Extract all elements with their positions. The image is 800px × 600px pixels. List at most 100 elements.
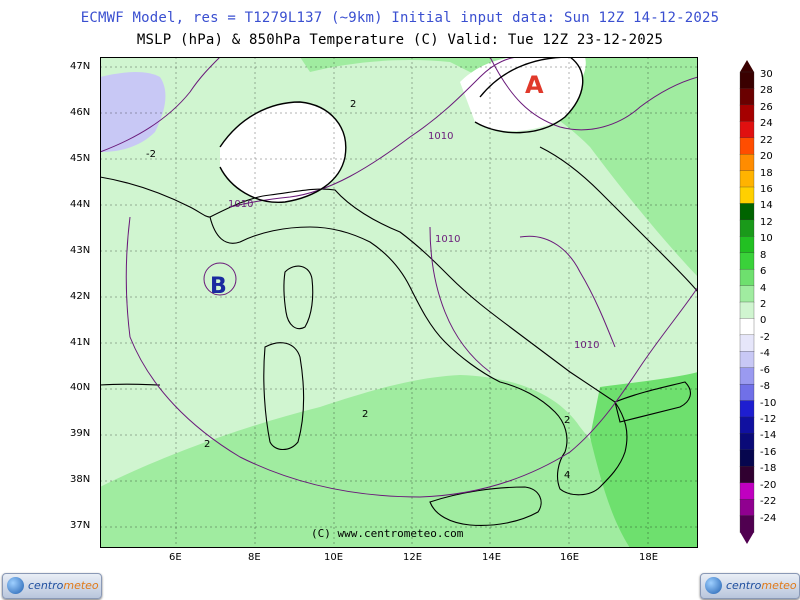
colorbar-label: -8	[760, 381, 770, 393]
logo-text: centrometeo	[726, 579, 797, 592]
colorbar-swatch	[739, 252, 755, 270]
temperature-colorbar	[739, 60, 755, 544]
low-pressure-label: B	[210, 274, 227, 299]
lat-label: 47N	[70, 61, 91, 72]
lon-label: 6E	[169, 552, 182, 563]
colorbar-swatch	[739, 71, 755, 90]
lon-label: 8E	[248, 552, 261, 563]
colorbar-label: -6	[760, 364, 770, 376]
colorbar-label: 26	[760, 101, 773, 113]
isobar-labels: 1010 1010 1010 1010	[228, 131, 599, 351]
colorbar-label: -10	[760, 397, 777, 409]
colorbar-swatch	[739, 121, 755, 139]
high-pressure-label: A	[525, 71, 544, 99]
colorbar-label: 16	[760, 184, 773, 195]
credit-text: (C) www.centrometeo.com	[311, 527, 464, 540]
colorbar-swatch	[739, 137, 755, 155]
colorbar-swatch	[739, 104, 755, 122]
isobars	[100, 57, 698, 498]
centrometeo-logo-left[interactable]: centrometeo	[2, 573, 102, 599]
colorbar-swatch	[739, 236, 755, 254]
lat-label: 45N	[70, 153, 91, 164]
colorbar-label: -12	[760, 414, 777, 425]
colorbar-label: -18	[760, 463, 777, 475]
colorbar-label: 10	[760, 233, 773, 245]
colorbar-label: -14	[760, 430, 777, 442]
isotherm-label: 4	[564, 470, 570, 481]
globe-icon	[705, 577, 722, 594]
centrometeo-logo-right[interactable]: centrometeo	[700, 573, 800, 599]
colorbar-label: 18	[760, 167, 773, 179]
lat-label: 38N	[70, 474, 91, 485]
colorbar-swatch	[739, 367, 755, 385]
colorbar-swatch	[739, 400, 755, 418]
colorbar-label: 12	[760, 216, 773, 228]
colorbar-swatch	[739, 219, 755, 237]
colorbar-label: 24	[760, 118, 773, 130]
lat-label: 46N	[70, 107, 91, 118]
high-cold-area	[460, 57, 583, 132]
lon-label: 10E	[324, 552, 344, 563]
colorbar-swatch	[739, 416, 755, 435]
colorbar-label: -16	[760, 446, 777, 458]
lat-label: 42N	[70, 291, 91, 302]
colorbar-swatch	[739, 383, 755, 402]
colorbar-label: 22	[760, 134, 773, 146]
colorbar-label: -24	[760, 512, 777, 524]
colorbar-swatch	[739, 301, 755, 320]
isotherm-label: 2	[564, 415, 570, 426]
colorbar-label: 8	[760, 249, 767, 261]
isobar-label: 1010	[428, 131, 453, 142]
colorbar-label: 14	[760, 200, 773, 212]
colorbar-swatch	[739, 268, 755, 287]
colorbar-swatch	[739, 203, 755, 221]
colorbar-swatch	[739, 285, 755, 303]
isobar-label: 1010	[435, 234, 460, 245]
lon-label: 14E	[482, 552, 502, 563]
colorbar-label: 0	[760, 315, 767, 327]
colorbar-swatch	[739, 498, 755, 517]
isotherm-label: 2	[204, 439, 210, 450]
colorbar-label: 30	[760, 69, 773, 80]
colorbar-label: 4	[760, 282, 767, 294]
isotherm-label: 2	[362, 409, 368, 420]
isotherm-label: 2	[350, 99, 356, 110]
lon-label: 16E	[560, 552, 580, 563]
colorbar-label: -22	[760, 496, 777, 508]
colorbar-swatch	[739, 482, 755, 500]
weather-map: A B 1010 1010 1010 1010 2 -2 2 2 2 4	[100, 57, 698, 548]
colorbar-label: 6	[760, 266, 767, 278]
lat-label: 40N	[70, 382, 91, 393]
colorbar-swatch	[739, 153, 755, 172]
alps-cold-area	[220, 102, 346, 203]
low-pressure-ring	[203, 262, 237, 296]
colorbar-swatch	[739, 515, 755, 533]
globe-icon	[7, 577, 24, 594]
map-frame	[100, 57, 698, 548]
temp-band-2-4-north	[300, 57, 698, 277]
temp-band-4-6	[590, 372, 698, 548]
lat-label: 41N	[70, 337, 91, 348]
colorbar-swatch	[739, 318, 755, 336]
lat-label: 39N	[70, 428, 91, 439]
isobar-label: 1010	[574, 340, 599, 351]
colorbar-swatch	[739, 186, 755, 205]
lat-label: 44N	[70, 199, 91, 210]
model-title: ECMWF Model, res = T1279L137 (~9km) Init…	[80, 10, 720, 26]
colorbar-top-arrow	[740, 60, 754, 72]
logo-text: centrometeo	[28, 579, 99, 592]
colorbar-label: 2	[760, 299, 767, 310]
colorbar-swatch	[739, 449, 755, 467]
isotherms-bold	[219, 57, 584, 203]
coastlines	[100, 146, 698, 526]
colorbar-swatch	[739, 170, 755, 188]
colorbar-swatch	[739, 334, 755, 352]
colorbar-bottom-arrow	[740, 532, 754, 544]
graticule	[100, 57, 698, 548]
colorbar-swatch	[739, 351, 755, 369]
lon-label: 12E	[403, 552, 423, 563]
isotherm-labels: 2 -2 2 2 2 4	[146, 99, 570, 481]
lon-label: 18E	[639, 552, 659, 563]
colorbar-swatch	[739, 88, 755, 106]
lat-label: 43N	[70, 245, 91, 256]
